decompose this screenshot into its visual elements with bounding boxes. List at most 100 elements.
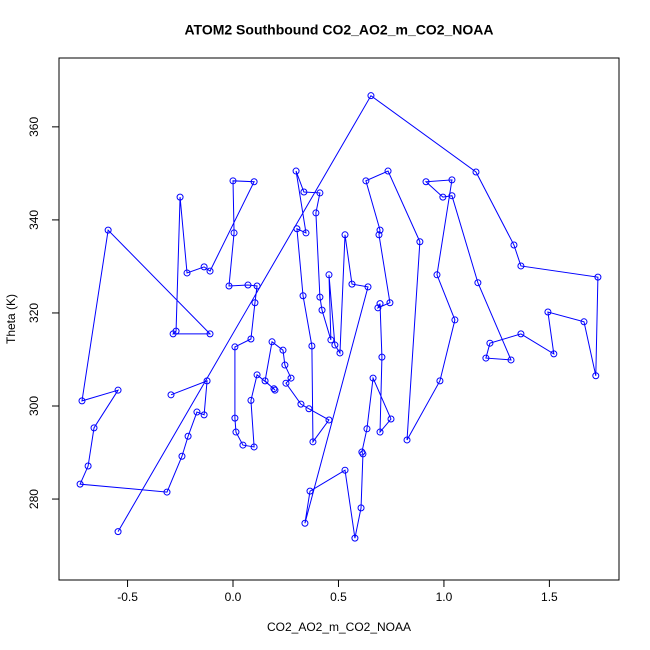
point [376, 300, 384, 308]
point [114, 528, 122, 536]
point [482, 354, 490, 362]
point [416, 238, 424, 246]
point [293, 225, 301, 233]
point [309, 438, 317, 446]
point [183, 269, 191, 277]
point [580, 318, 588, 326]
point [374, 304, 382, 312]
point [281, 361, 289, 369]
point [517, 262, 525, 270]
point [231, 414, 239, 422]
point [306, 487, 314, 495]
point [316, 189, 324, 197]
point [176, 193, 184, 201]
point [336, 349, 344, 357]
point [316, 293, 324, 301]
point [351, 534, 359, 542]
point [359, 450, 367, 458]
point [517, 330, 525, 338]
point [247, 396, 255, 404]
point [299, 292, 307, 300]
y-tick-label: 280 [27, 489, 41, 509]
point [271, 386, 279, 394]
point [297, 400, 305, 408]
point [451, 316, 459, 324]
point [169, 330, 177, 338]
point [327, 336, 335, 344]
point [305, 405, 313, 413]
point [544, 308, 552, 316]
point [422, 178, 430, 186]
point [90, 424, 98, 432]
point [292, 167, 300, 175]
point [312, 209, 320, 217]
point [436, 377, 444, 385]
point [250, 443, 258, 451]
point [200, 263, 208, 271]
point [167, 391, 175, 399]
point [318, 306, 326, 314]
point [253, 371, 261, 379]
point [363, 425, 371, 433]
point [203, 377, 211, 385]
point [594, 273, 602, 281]
point [301, 519, 309, 527]
point [206, 267, 214, 275]
point [448, 176, 456, 184]
point [369, 374, 377, 382]
point [225, 282, 233, 290]
y-axis-label: Theta (K) [4, 294, 18, 344]
point [510, 241, 518, 249]
point [387, 415, 395, 423]
point [300, 188, 308, 196]
point [163, 488, 171, 496]
point [474, 279, 482, 287]
point [448, 192, 456, 200]
point [232, 428, 240, 436]
plot-frame [58, 57, 620, 581]
point [302, 229, 310, 237]
point [231, 343, 239, 351]
point [84, 462, 92, 470]
y-tick-label: 300 [27, 396, 41, 416]
point [341, 466, 349, 474]
point [261, 377, 269, 385]
point [193, 408, 201, 416]
point [362, 177, 370, 185]
x-tick-label: 1.5 [541, 590, 558, 604]
point [384, 167, 392, 175]
point [206, 330, 214, 338]
point [308, 342, 316, 350]
point [364, 283, 372, 291]
point [367, 92, 375, 100]
y-tick-label: 340 [27, 210, 41, 230]
point [279, 346, 287, 354]
point [229, 177, 237, 185]
point [472, 168, 480, 176]
x-tick-label: 1.0 [436, 590, 453, 604]
chart-title: ATOM2 Southbound CO2_AO2_m_CO2_NOAA [184, 22, 493, 38]
point [550, 350, 558, 358]
point [341, 231, 349, 239]
point [178, 452, 186, 460]
point [375, 231, 383, 239]
point [244, 281, 252, 289]
point [184, 432, 192, 440]
x-axis-label: CO2_AO2_m_CO2_NOAA [267, 620, 411, 634]
point [230, 229, 238, 237]
point [592, 372, 600, 380]
point [348, 280, 356, 288]
point [325, 416, 333, 424]
point [287, 374, 295, 382]
point [486, 339, 494, 347]
point [331, 341, 339, 349]
point [104, 226, 112, 234]
point [439, 193, 447, 201]
point [200, 411, 208, 419]
x-tick-label: -0.5 [117, 590, 138, 604]
point [250, 178, 258, 186]
point [78, 397, 86, 405]
x-tick-label: 0.5 [330, 590, 347, 604]
